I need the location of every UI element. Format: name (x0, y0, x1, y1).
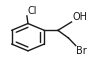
Text: OH: OH (72, 12, 87, 22)
Text: Br: Br (76, 46, 87, 56)
Text: Cl: Cl (28, 6, 37, 16)
